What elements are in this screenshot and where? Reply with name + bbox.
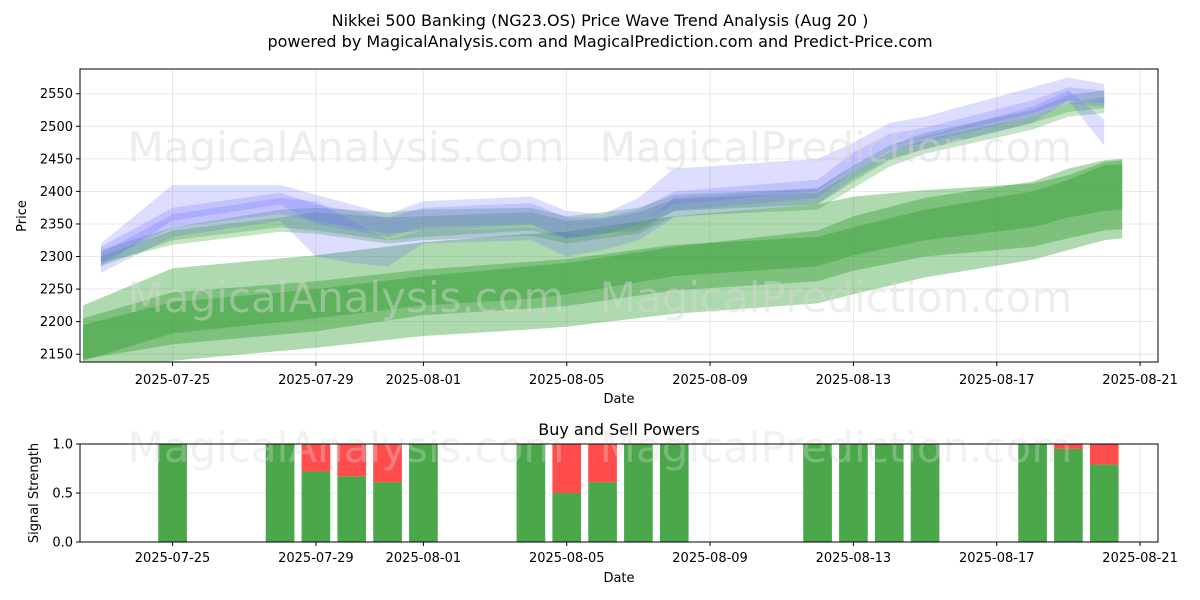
y-tick-label: 2450 [40, 152, 73, 167]
buy-bar [158, 444, 187, 542]
x-tick-label: 2025-07-29 [278, 373, 354, 388]
y-tick-label: 2550 [40, 87, 73, 102]
watermark-text: MagicalAnalysis.com [128, 123, 565, 172]
price-axis-ticks: 2150 2200 2250 2300 2350 2400 2450 2500 2550 [40, 87, 80, 363]
buy-bar [624, 444, 653, 542]
buy-bar [265, 444, 295, 542]
watermark-text: MagicalAnalysis.com [128, 423, 565, 472]
watermark-text: MagicalPrediction.com [600, 273, 1073, 322]
buy-bar [1054, 448, 1083, 542]
green-wave-band [100, 97, 1105, 263]
bottom-y-axis-label: Signal Strength [27, 443, 42, 543]
band-group [83, 77, 1123, 362]
buy-bar [301, 471, 331, 542]
green-wave-band [83, 160, 1123, 360]
x-tick-label: 2025-07-25 [135, 373, 211, 388]
sell-bar [1054, 444, 1083, 449]
buy-bar [373, 482, 402, 542]
buy-bar [588, 482, 617, 542]
watermark-text: MagicalPrediction.com [600, 123, 1073, 172]
y-tick-label: 2250 [40, 283, 73, 298]
green-wave-band [83, 164, 1123, 362]
y-tick-label: 0.5 [52, 487, 73, 502]
sell-bar [301, 444, 331, 472]
blue-wave-band [100, 87, 1105, 262]
x-tick-label: 2025-08-05 [529, 373, 605, 388]
sell-bar [373, 444, 402, 483]
buy-sell-bars [158, 444, 1119, 542]
buy-bar [659, 444, 689, 542]
x-tick-label: 2025-08-13 [816, 551, 892, 566]
x-tick-label: 2025-08-05 [529, 551, 605, 566]
sell-bar [588, 444, 617, 483]
x-tick-label: 2025-07-29 [278, 551, 354, 566]
bottom-x-axis-label: Date [603, 571, 634, 586]
y-tick-label: 2500 [40, 120, 73, 135]
buy-bar [803, 444, 832, 542]
x-tick-label: 2025-08-17 [959, 373, 1035, 388]
y-tick-label: 1.0 [52, 438, 73, 453]
green-wave-band [100, 90, 1105, 267]
y-tick-label: 2400 [40, 185, 73, 200]
x-tick-label: 2025-08-13 [816, 373, 892, 388]
x-tick-label: 2025-08-17 [959, 551, 1035, 566]
x-tick-label: 2025-08-21 [1102, 373, 1178, 388]
green-wave-band [83, 158, 1123, 361]
top-plot-frame [79, 68, 1159, 363]
buy-bar [337, 476, 367, 542]
sell-bar [1089, 444, 1119, 465]
buy-bar [516, 444, 546, 542]
y-tick-label: 0.0 [52, 536, 73, 551]
x-tick-label: 2025-08-09 [672, 551, 748, 566]
signal-axis-ticks: 0.0 0.5 1.0 [52, 438, 80, 551]
y-tick-label: 2350 [40, 217, 73, 232]
buy-bar [1018, 444, 1047, 542]
buy-bar [552, 493, 582, 542]
x-tick-label: 2025-08-01 [386, 373, 462, 388]
buy-bar [839, 444, 868, 542]
top-x-axis-label: Date [603, 392, 634, 407]
buy-bar [874, 444, 904, 542]
watermark-layer-bottom: MagicalAnalysis.com MagicalPrediction.co… [128, 423, 1073, 472]
y-tick-label: 2200 [40, 315, 73, 330]
chart-title-line1: Nikkei 500 Banking (NG23.OS) Price Wave … [332, 11, 869, 30]
blue-wave-band [100, 77, 1105, 267]
sell-bar [337, 444, 367, 477]
buy-bar [1089, 464, 1119, 542]
y-tick-label: 2150 [40, 348, 73, 363]
buy-bar [910, 444, 940, 542]
top-y-axis-label: Price [15, 200, 30, 232]
date-axis-ticks: 2025-07-25 2025-07-29 2025-08-01 2025-08-05… [135, 362, 1178, 388]
bottom-panel-title: Buy and Sell Powers [538, 420, 700, 439]
buy-bar [409, 444, 438, 542]
blue-wave-band [100, 90, 1105, 273]
x-tick-label: 2025-08-21 [1102, 551, 1178, 566]
price-wave-bands [83, 77, 1123, 362]
top-gridlines [80, 69, 1158, 362]
x-tick-label: 2025-08-09 [672, 373, 748, 388]
y-tick-label: 2300 [40, 250, 73, 265]
x-tick-label: 2025-07-25 [135, 551, 211, 566]
x-tick-label: 2025-08-01 [386, 551, 462, 566]
bottom-date-axis-ticks: 2025-07-25 2025-07-29 2025-08-01 2025-08-05… [135, 542, 1178, 566]
watermark-text: MagicalAnalysis.com [128, 273, 565, 322]
sell-bar [552, 444, 582, 493]
chart-title-line2: powered by MagicalAnalysis.com and Magic… [267, 32, 932, 51]
watermark-text: MagicalPrediction.com [600, 423, 1073, 472]
watermark-layer: MagicalAnalysis.com MagicalPrediction.co… [128, 123, 1073, 322]
